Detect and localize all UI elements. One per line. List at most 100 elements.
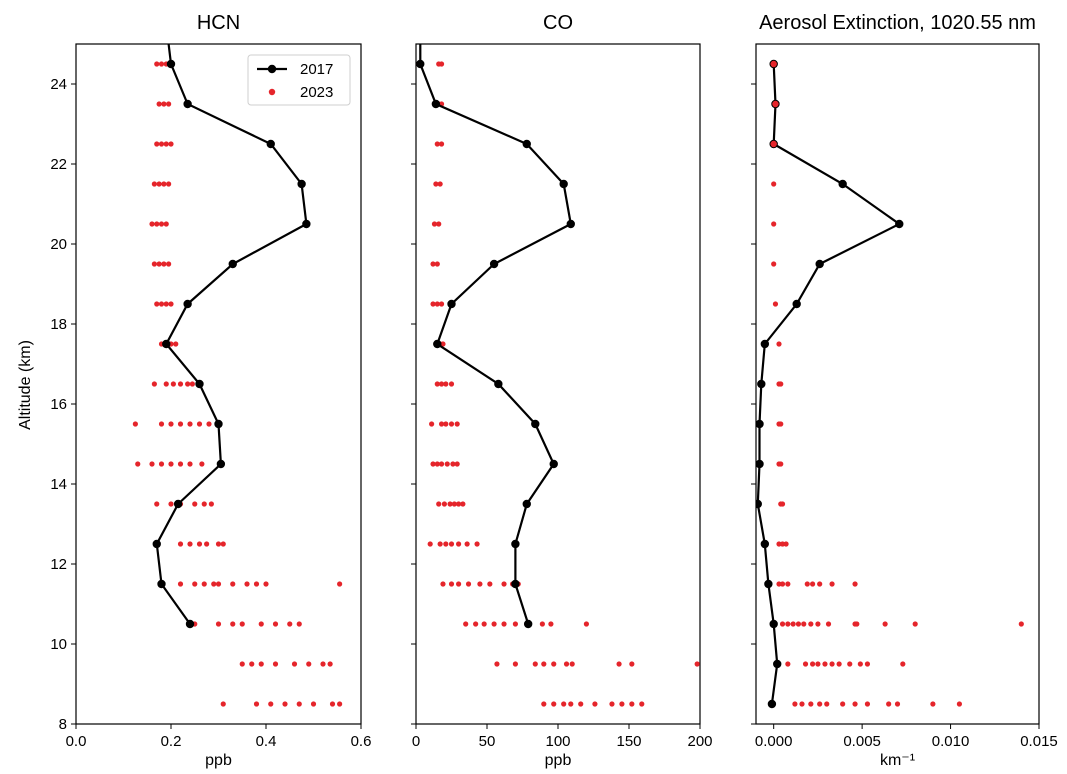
point-2017 [531,419,540,429]
point-2023 [438,141,445,147]
point-2023 [930,701,936,707]
point-2023 [769,60,778,69]
point-2023 [829,581,835,587]
point-2023 [808,621,814,627]
point-2017 [523,619,533,629]
point-2023 [569,661,575,667]
point-2017 [764,579,773,589]
point-2023 [541,701,547,707]
point-2023 [173,341,179,347]
point-2023 [263,581,269,587]
point-2017 [494,379,503,389]
point-2017 [838,179,847,189]
point-2023 [491,621,497,627]
point-2023 [215,621,222,627]
point-2023 [817,581,823,587]
panel-title: HCN [197,12,240,34]
y-tick-label: 24 [50,76,67,93]
panel-title: CO [543,12,573,34]
x-tick-label: 100 [545,733,570,750]
point-2023 [501,581,507,587]
point-2023 [132,421,138,427]
point-2023 [852,701,858,707]
point-2023 [320,661,326,667]
x-tick-label: 0.005 [843,733,881,750]
point-2023 [825,621,832,627]
point-2023 [852,581,858,587]
point-2023 [443,381,449,387]
point-2023 [817,701,823,707]
point-2023 [776,341,782,347]
point-2023 [192,501,198,507]
point-2023 [583,621,590,627]
point-2023 [779,621,786,627]
point-2023 [430,461,436,467]
point-2023 [785,581,791,587]
point-2017 [302,219,311,229]
point-2023 [151,181,157,187]
point-2023 [187,541,193,547]
point-2023 [163,141,169,147]
point-2023 [443,541,449,547]
point-2017 [162,339,171,349]
point-2023 [477,581,483,587]
point-2023 [268,701,274,707]
point-2023 [551,661,557,667]
point-2023 [795,621,802,627]
point-2023 [177,381,184,387]
point-2017 [769,619,778,629]
plot-area [756,59,1024,709]
point-2017 [756,419,764,429]
point-2023 [609,701,615,707]
point-2023 [822,661,828,667]
point-2023 [629,661,635,667]
x-axis-label: km⁻¹ [880,752,915,769]
point-2023 [429,421,435,427]
point-2023 [168,461,174,467]
point-2023 [487,581,493,587]
y-tick-label: 8 [59,716,67,733]
point-2023 [337,701,343,707]
point-2023 [438,421,445,427]
line-2017 [155,44,308,625]
plot-area [132,44,343,707]
point-2023 [170,381,176,387]
point-2023 [541,661,547,667]
point-2023 [783,541,789,547]
point-2023 [208,501,214,507]
point-2023 [441,501,447,507]
point-2023 [592,701,598,707]
point-2023 [220,701,226,707]
x-tick-label: 150 [616,733,641,750]
point-2017 [767,699,777,709]
point-2017 [522,499,531,509]
point-2017 [416,59,425,69]
point-2023 [272,661,279,667]
x-tick-label: 0.2 [161,733,182,750]
point-2017 [433,339,442,349]
point-2023 [149,461,155,467]
point-2023 [616,661,622,667]
point-2023 [161,261,167,267]
point-2017 [228,259,237,269]
point-2023 [161,101,167,107]
point-2017 [216,459,226,469]
point-2023 [464,541,470,547]
point-2017 [549,459,558,469]
point-2023 [166,101,172,107]
point-2023 [886,701,892,707]
plot-area [416,44,700,707]
point-2023 [434,461,440,467]
legend-label-2023: 2023 [300,84,333,101]
point-2023 [512,661,519,667]
point-2023 [481,621,487,627]
x-tick-label: 200 [687,733,712,750]
point-2023 [438,381,445,387]
point-2023 [799,701,805,707]
point-2023 [189,381,195,387]
point-2023 [778,461,784,467]
point-2023 [629,701,635,707]
point-2023 [239,661,245,667]
point-2017 [431,99,441,109]
